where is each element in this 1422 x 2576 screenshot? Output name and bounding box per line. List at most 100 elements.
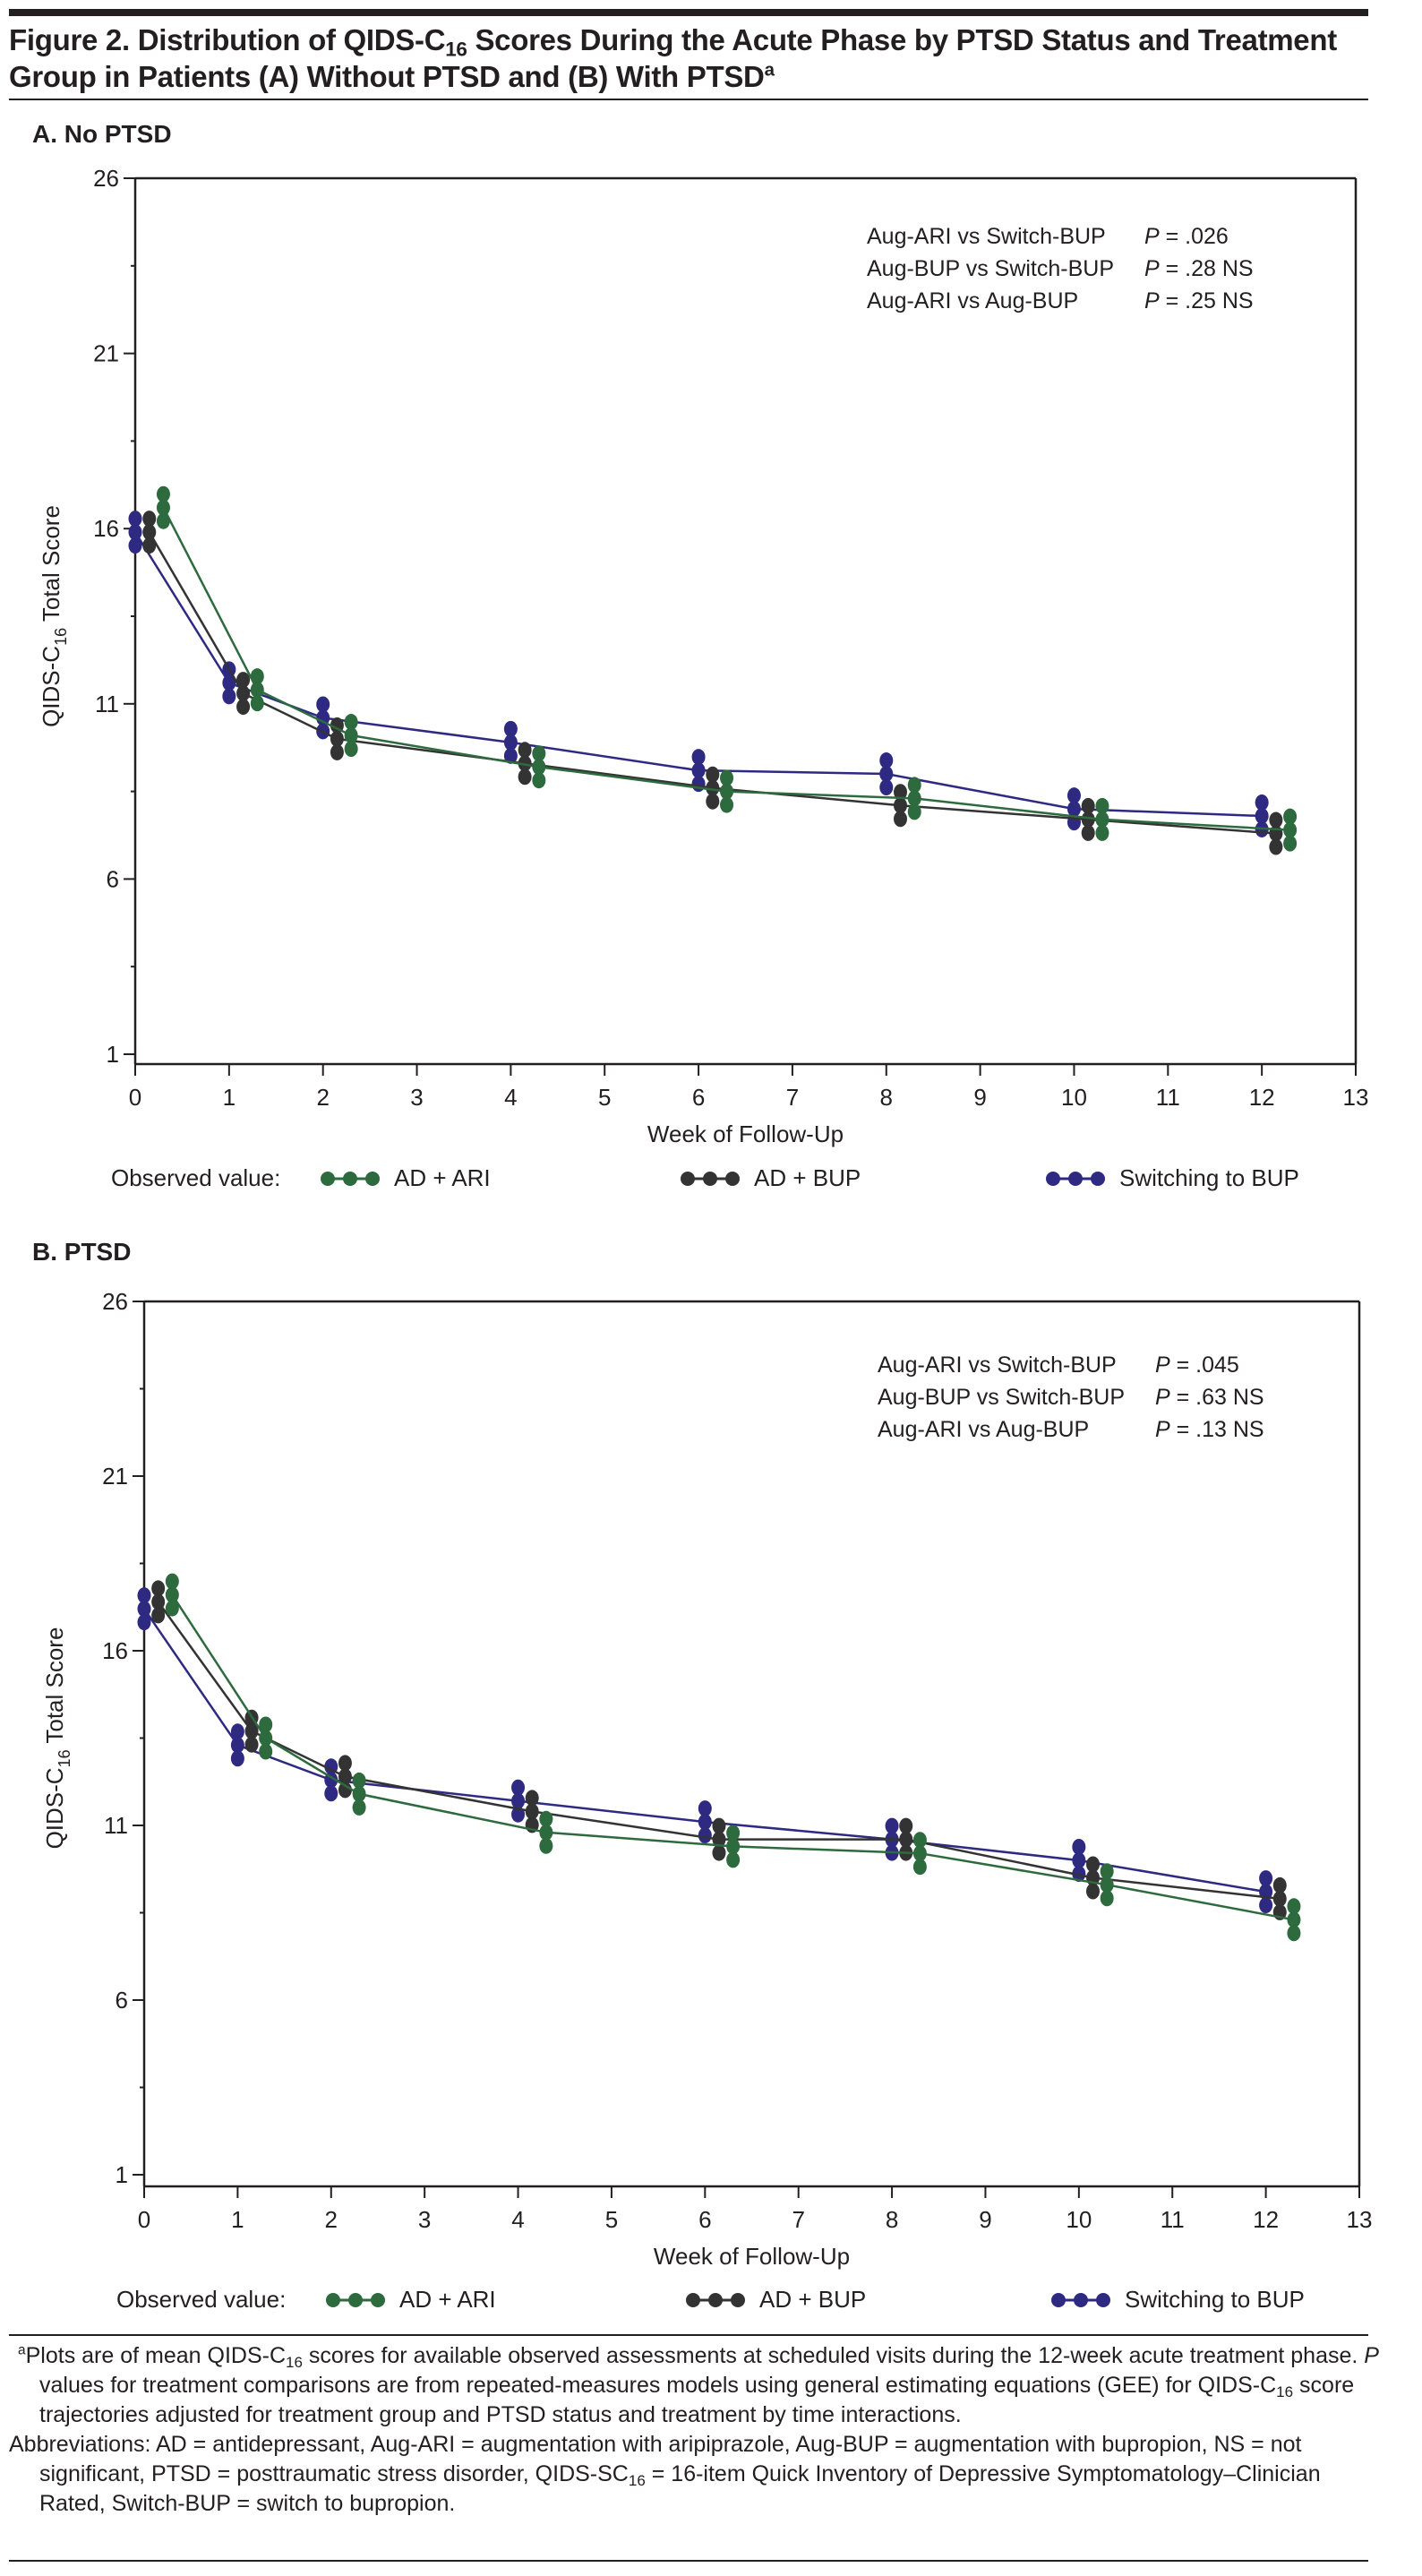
x-tick-label: 0 (138, 2206, 150, 2233)
data-point (1269, 838, 1283, 855)
p-italic: P (1155, 1417, 1170, 1442)
data-point (1081, 811, 1095, 828)
data-point (907, 777, 921, 794)
x-tick-label: 5 (598, 1084, 611, 1111)
data-point (907, 790, 921, 807)
data-point (532, 745, 546, 762)
footnotes: aPlots are of mean QIDS-C16 scores for a… (9, 2341, 1388, 2519)
legend-item-switch-bup: Switching to BUP (1044, 1164, 1299, 1192)
data-point (1259, 1897, 1273, 1914)
data-point (532, 759, 546, 776)
x-tick-label: 8 (886, 2206, 898, 2233)
series-group (137, 1573, 1301, 1942)
x-tick-label: 11 (1161, 2206, 1185, 2233)
data-point (503, 734, 518, 751)
data-point (1283, 835, 1298, 852)
title-footnote-mark: a (764, 59, 775, 81)
data-point (893, 797, 907, 814)
data-point (137, 1587, 151, 1604)
data-point (879, 752, 894, 769)
abbreviations-subscript: 16 (628, 2472, 646, 2490)
data-point (259, 1743, 273, 1760)
black-dots-icon (686, 2292, 745, 2307)
footnote-text: values for treatment comparisons are fro… (39, 2373, 1277, 2398)
blue-dots-icon (1051, 2292, 1110, 2307)
data-point (259, 1716, 273, 1733)
series-line (162, 507, 1290, 831)
data-point (907, 803, 921, 820)
annotation-comparison: Aug-ARI vs Aug-BUP (867, 288, 1078, 313)
data-point (142, 524, 157, 541)
y-tick-label: 26 (102, 1288, 128, 1315)
footnote-mark: a (18, 2342, 26, 2358)
data-point (156, 512, 170, 529)
x-axis-title: Week of Follow-Up (647, 1121, 844, 1147)
data-point (165, 1573, 179, 1590)
x-tick-label: 6 (692, 1084, 705, 1111)
abbreviations: Abbreviations: AD = antidepressant, Aug-… (9, 2430, 1388, 2519)
p-italic: P (1144, 288, 1160, 313)
y-axis-title-text: Total Score (41, 1627, 68, 1750)
p-italic: P (1155, 1385, 1170, 1410)
x-tick-label: 3 (418, 2206, 431, 2233)
annotation-comparison: Aug-BUP vs Switch-BUP (878, 1385, 1125, 1410)
data-point (230, 1750, 244, 1767)
data-point (338, 1782, 352, 1799)
figure-title: Figure 2. Distribution of QIDS-C16 Score… (9, 21, 1388, 95)
y-axis-title-text: Total Score (38, 505, 64, 628)
data-point (230, 1723, 244, 1740)
data-point (1272, 1876, 1287, 1893)
data-point (151, 1580, 166, 1597)
green-dots-icon (321, 1171, 380, 1186)
data-point (1100, 1890, 1114, 1907)
data-point (1283, 821, 1298, 838)
data-point (912, 1832, 927, 1849)
y-axis-title: QIDS-C16 Total Score (38, 505, 70, 727)
data-point (1066, 801, 1081, 818)
footnote-rule (9, 2334, 1368, 2336)
legend-label: Switching to BUP (1125, 2286, 1305, 2313)
data-point (1269, 811, 1283, 829)
data-point (720, 769, 734, 786)
data-point (222, 674, 236, 691)
data-point (236, 672, 251, 689)
data-point (156, 499, 170, 516)
data-point (316, 709, 330, 726)
y-tick-label: 21 (93, 340, 119, 367)
data-point (151, 1607, 166, 1624)
data-point (128, 511, 142, 528)
series-group (128, 485, 1298, 855)
data-point (912, 1845, 927, 1862)
data-point (344, 714, 358, 731)
data-point (518, 755, 532, 772)
y-tick-label: 16 (93, 515, 119, 542)
data-point (1081, 797, 1095, 814)
x-tick-label: 11 (1156, 1084, 1180, 1111)
y-tick-label: 6 (107, 865, 119, 892)
data-point (137, 1601, 151, 1618)
annotation-comparison: Aug-BUP vs Switch-BUP (867, 256, 1114, 281)
data-point (338, 1768, 352, 1785)
data-point (518, 742, 532, 759)
y-axis-title-subscript: 16 (52, 628, 70, 646)
y-tick-label: 11 (95, 691, 119, 717)
data-point (893, 811, 907, 828)
data-point (1095, 811, 1109, 828)
annotation-p-value: P = .045 (1155, 1352, 1239, 1378)
top-rule (9, 9, 1368, 16)
legend-title: Observed value: (111, 1164, 281, 1191)
y-tick-label: 1 (107, 1041, 119, 1068)
legend-item-ad-ari: AD + ARI (324, 2286, 496, 2314)
data-point (503, 747, 518, 764)
data-point (344, 727, 358, 744)
data-point (330, 730, 344, 747)
data-point (1066, 787, 1081, 804)
data-point (899, 1831, 913, 1848)
y-tick-label: 21 (102, 1463, 128, 1490)
data-point (720, 783, 734, 800)
data-point (236, 699, 251, 716)
footnote-text: score trajectories adjusted for treatmen… (39, 2373, 1355, 2427)
data-point (1095, 824, 1109, 841)
x-tick-label: 12 (1249, 1084, 1275, 1111)
